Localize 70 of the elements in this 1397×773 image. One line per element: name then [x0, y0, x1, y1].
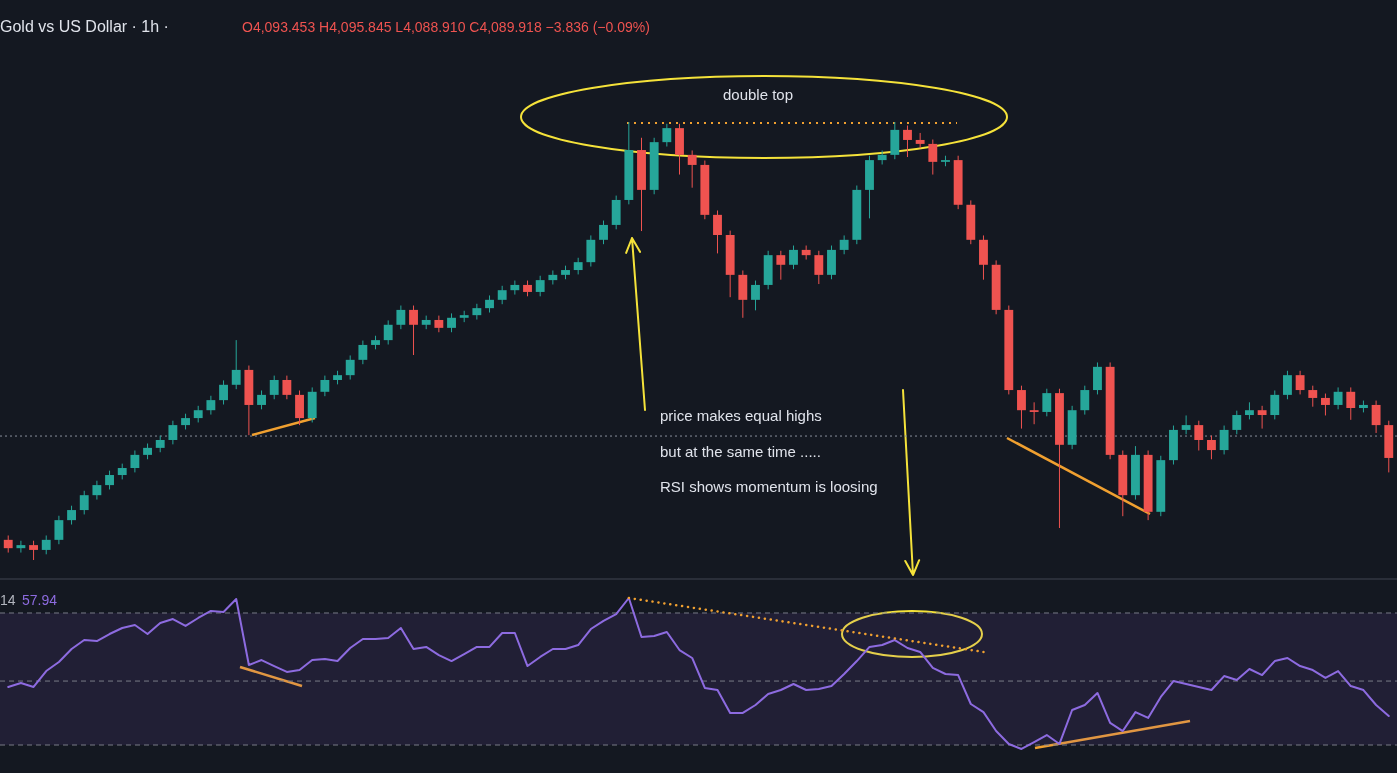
candlestick — [713, 209, 722, 254]
chart-title: Gold vs US Dollar · 1h · — [0, 18, 169, 35]
candlestick — [1257, 405, 1267, 430]
candlestick — [206, 395, 216, 416]
candlestick — [219, 379, 228, 406]
candlestick — [130, 450, 140, 473]
candlestick — [1371, 400, 1381, 434]
candlestick — [282, 375, 292, 400]
candlestick — [915, 132, 925, 149]
candlestick — [168, 420, 178, 445]
candlestick — [269, 375, 279, 400]
candlestick — [409, 305, 418, 356]
candlestick — [396, 305, 406, 330]
candlestick — [497, 285, 507, 305]
candlestick — [79, 490, 89, 515]
candlestick — [1308, 385, 1318, 408]
candlestick — [586, 234, 596, 268]
candlestick — [1232, 410, 1242, 435]
text: O4,093.453 H4,095.845 L4,088.910 C4,089.918 −3.836 (−0.09%) — [242, 19, 650, 35]
candlestick — [1219, 425, 1229, 455]
candlestick — [29, 540, 38, 561]
candlestick — [1181, 414, 1191, 435]
candlestick — [1080, 385, 1090, 416]
candlestick — [1093, 361, 1102, 395]
candlestick — [687, 149, 697, 189]
annotation: price makes equal highs — [660, 407, 822, 424]
candlestick — [1194, 420, 1204, 451]
candlestick — [105, 470, 114, 490]
candlestick — [1346, 386, 1356, 421]
candlestick — [1270, 389, 1280, 420]
candlestick — [1207, 435, 1216, 460]
candlestick — [662, 123, 672, 148]
candlestick — [599, 220, 608, 245]
candlestick — [472, 303, 482, 321]
candlestick — [358, 340, 368, 365]
candlestick — [295, 389, 304, 426]
candlestick — [1017, 385, 1026, 430]
candlestick — [54, 515, 64, 545]
annotation: 14 — [0, 592, 16, 608]
candlestick — [839, 234, 849, 255]
candlestick — [41, 534, 51, 555]
candlestick — [231, 339, 241, 390]
candlestick — [814, 250, 824, 285]
candlestick — [535, 275, 545, 297]
candlestick — [1333, 386, 1343, 410]
text: double top — [722, 86, 794, 103]
candlestick — [510, 280, 520, 296]
candlestick — [345, 354, 355, 381]
candlestick — [383, 319, 393, 345]
candlestick — [434, 315, 444, 333]
candlestick — [751, 280, 760, 311]
candlestick — [928, 139, 938, 176]
candlestick — [1283, 370, 1292, 400]
candlestick — [320, 375, 330, 397]
candlestick — [789, 245, 798, 270]
candlestick — [67, 505, 76, 526]
annotation: RSI shows momentum is loosing — [660, 478, 878, 495]
candlestick — [92, 480, 102, 501]
candlestick — [16, 540, 26, 554]
annotation: but at the same time ..... — [660, 443, 821, 460]
candlestick — [1029, 401, 1039, 425]
candlestick — [776, 250, 786, 281]
candlestick — [1321, 393, 1330, 416]
candlestick — [1042, 388, 1052, 417]
candlestick — [257, 389, 266, 410]
candlestick — [903, 125, 912, 158]
annotation: 57.94 — [22, 592, 58, 608]
candlestick — [447, 312, 456, 333]
candlestick — [1295, 370, 1305, 395]
candlestick — [877, 149, 887, 165]
